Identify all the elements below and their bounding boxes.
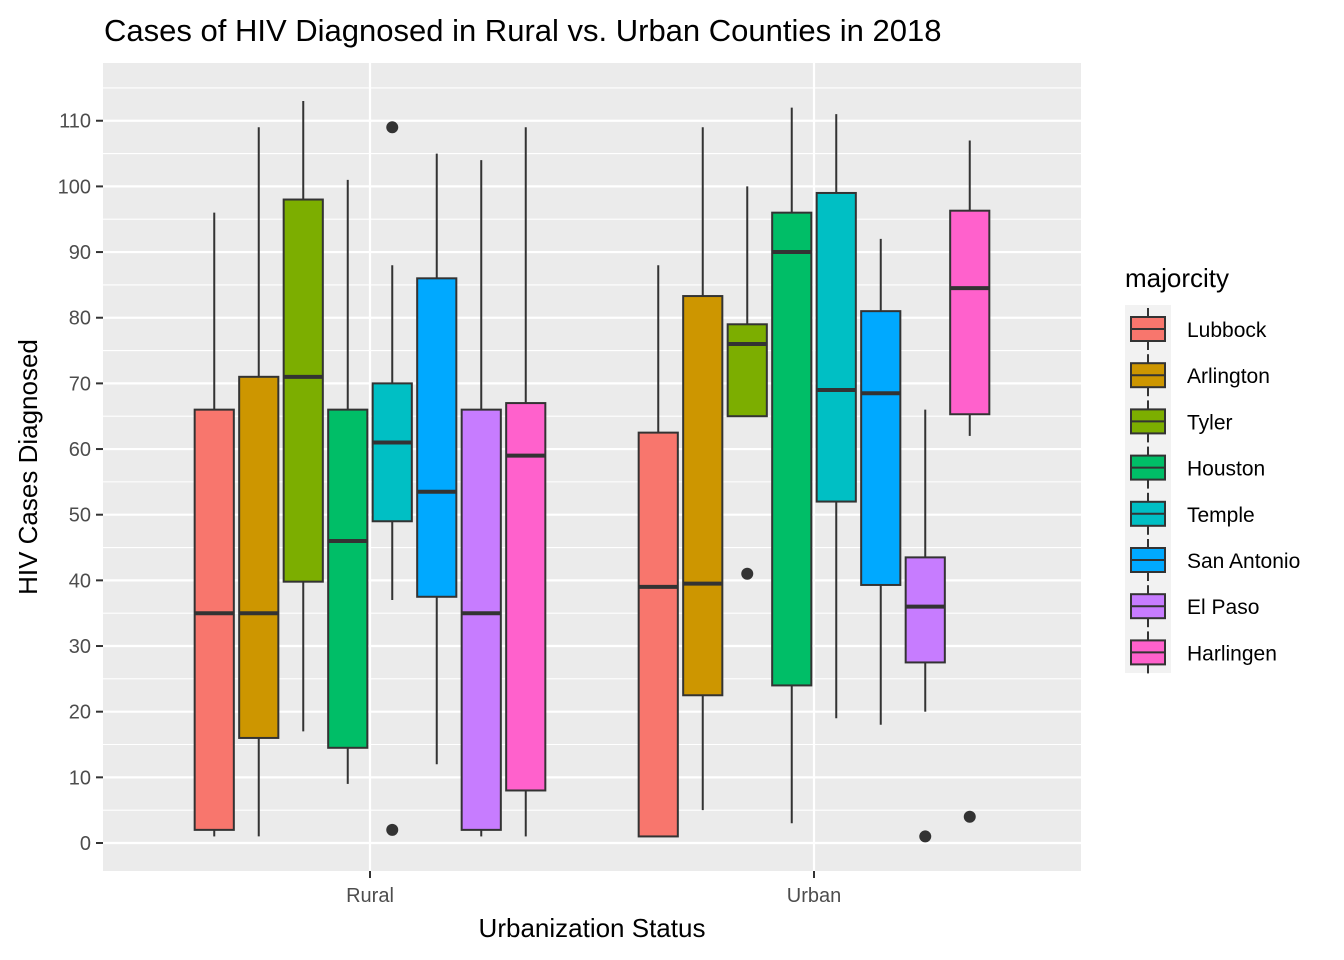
box-houston-urban — [771, 107, 813, 824]
legend-label: El Paso — [1187, 596, 1259, 619]
x-axis-title: Urbanization Status — [479, 913, 706, 943]
box-temple-rural — [371, 121, 413, 836]
box-el-paso-rural — [460, 160, 502, 837]
y-tick-label: 60 — [69, 439, 91, 461]
chart-title: Cases of HIV Diagnosed in Rural vs. Urba… — [104, 13, 941, 48]
legend-item-el-paso: El Paso — [1130, 585, 1259, 628]
x-tick-label: Rural — [346, 885, 394, 907]
legend-items: Lubbock Arlington Tyler Houston Temple San An… — [1125, 305, 1300, 674]
legend-label: Houston — [1187, 458, 1265, 481]
box-temple-urban — [815, 114, 857, 719]
box-arlington-urban — [682, 127, 724, 811]
box-lubbock-urban — [637, 265, 679, 838]
legend-label: Lubbock — [1187, 319, 1267, 342]
box-iqr — [682, 295, 724, 697]
legend-item-harlingen: Harlingen — [1130, 631, 1277, 674]
box-iqr — [815, 191, 857, 503]
legend-title: majorcity — [1125, 263, 1229, 293]
box-lubbock-rural — [193, 212, 235, 837]
legend-item-temple: Temple — [1130, 492, 1255, 535]
box-el-paso-urban — [904, 409, 946, 843]
outlier-point — [963, 810, 976, 823]
y-tick-label: 10 — [69, 767, 91, 789]
box-iqr — [282, 198, 324, 583]
x-tick-label: Urban — [787, 885, 841, 907]
box-iqr — [637, 431, 679, 838]
y-tick-label: 30 — [69, 636, 91, 658]
legend-label: Temple — [1187, 504, 1255, 527]
box-arlington-rural — [238, 127, 280, 837]
box-san-antonio-rural — [416, 153, 458, 765]
legend-label: San Antonio — [1187, 550, 1300, 573]
outlier-point — [386, 121, 399, 134]
y-tick-label: 80 — [69, 308, 91, 330]
y-axis: 0 10 20 30 40 50 60 70 80 90 100 110 — [58, 111, 103, 855]
legend-item-arlington: Arlington — [1130, 354, 1270, 397]
box-harlingen-rural — [505, 127, 547, 837]
box-tyler-urban — [726, 186, 768, 580]
box-san-antonio-urban — [860, 238, 902, 725]
box-iqr — [238, 375, 280, 739]
y-tick-label: 110 — [59, 111, 91, 133]
box-iqr — [327, 408, 369, 749]
legend-label: Harlingen — [1187, 642, 1277, 665]
outlier-point — [919, 830, 932, 843]
box-iqr — [193, 408, 235, 831]
box-houston-rural — [327, 179, 369, 784]
box-iqr — [460, 408, 502, 831]
box-iqr — [771, 211, 813, 687]
legend-item-houston: Houston — [1130, 446, 1265, 489]
box-tyler-rural — [282, 101, 324, 732]
y-axis-title: HIV Cases Diagnosed — [13, 339, 43, 595]
legend-label: Tyler — [1187, 411, 1233, 434]
x-axis: Rural Urban — [346, 871, 841, 907]
outlier-point — [741, 567, 754, 580]
box-iqr — [726, 323, 768, 418]
y-tick-label: 50 — [69, 505, 91, 527]
outlier-point — [386, 823, 399, 836]
legend-item-san-antonio: San Antonio — [1130, 539, 1300, 581]
y-tick-label: 90 — [69, 242, 91, 264]
box-iqr — [505, 402, 547, 792]
box-iqr — [416, 277, 458, 598]
box-iqr — [949, 209, 991, 416]
box-iqr — [371, 382, 413, 523]
legend-item-tyler: Tyler — [1130, 400, 1233, 443]
legend: majorcity Lubbock Arlington Tyler Houston Te… — [1125, 263, 1300, 674]
y-tick-label: 20 — [69, 702, 91, 724]
y-tick-label: 100 — [58, 176, 91, 198]
box-plots — [193, 101, 991, 843]
legend-label: Arlington — [1187, 365, 1270, 388]
y-tick-label: 70 — [69, 373, 91, 395]
box-iqr — [860, 310, 902, 586]
box-harlingen-urban — [949, 140, 991, 823]
y-tick-label: 0 — [80, 833, 91, 855]
y-tick-label: 40 — [69, 570, 91, 592]
legend-item-lubbock: Lubbock — [1130, 308, 1267, 350]
box-iqr — [904, 556, 946, 664]
